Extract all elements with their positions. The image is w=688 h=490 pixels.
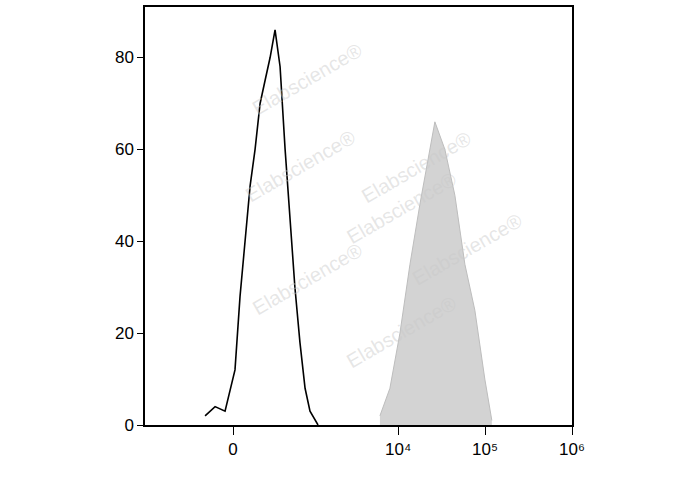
svg-text:10⁶: 10⁶ xyxy=(559,440,585,459)
svg-text:Elabscience®: Elabscience® xyxy=(343,168,460,248)
svg-text:Elabscience®: Elabscience® xyxy=(242,126,359,206)
svg-text:Elabscience®: Elabscience® xyxy=(409,209,526,289)
svg-text:10⁵: 10⁵ xyxy=(472,440,498,459)
svg-text:60: 60 xyxy=(115,140,134,159)
svg-text:Elabscience®: Elabscience® xyxy=(249,239,366,319)
svg-text:80: 80 xyxy=(115,48,134,67)
svg-text:10⁴: 10⁴ xyxy=(385,440,411,459)
svg-text:20: 20 xyxy=(115,324,134,343)
svg-text:0: 0 xyxy=(228,440,237,459)
svg-text:Elabscience®: Elabscience® xyxy=(249,39,366,119)
svg-text:Elabscience®: Elabscience® xyxy=(358,127,475,207)
svg-text:40: 40 xyxy=(115,232,134,251)
svg-text:0: 0 xyxy=(124,416,133,435)
svg-text:Elabscience®: Elabscience® xyxy=(343,292,460,372)
